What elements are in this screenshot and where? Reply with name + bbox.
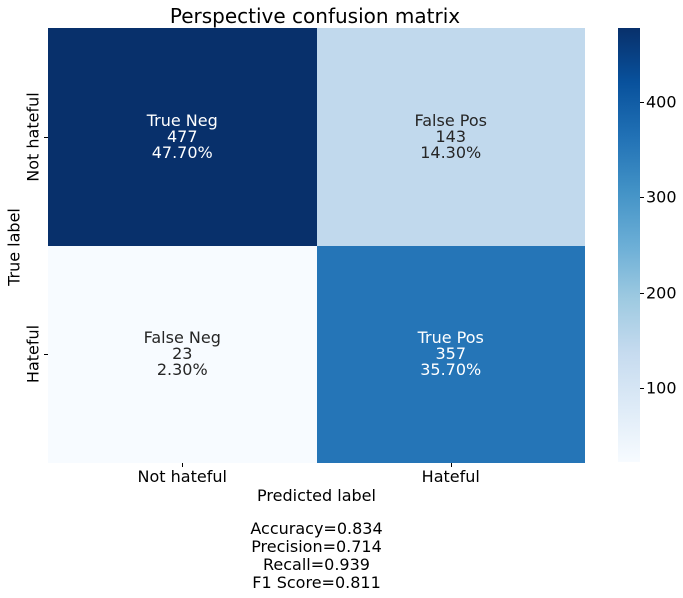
x-tick-mark [182, 463, 184, 467]
metric-f1: F1 Score=0.811 [252, 573, 381, 592]
colorbar [618, 28, 640, 462]
cell-count: 143 [435, 126, 467, 146]
cell-label: False Pos [414, 110, 487, 130]
colorbar-tick-mark [640, 292, 644, 294]
x-tick-label: Hateful [421, 467, 480, 486]
colorbar-tick-label: 300 [646, 187, 677, 207]
x-axis-label: Predicted label [257, 486, 376, 505]
y-tick-mark [44, 354, 48, 356]
metric-precision: Precision=0.714 [251, 537, 382, 556]
x-tick-mark [450, 463, 452, 467]
metrics-block: Accuracy=0.834 Precision=0.714 Recall=0.… [48, 520, 585, 592]
cell-count: 357 [435, 344, 467, 364]
x-tick-label: Not hateful [137, 467, 227, 486]
heatmap-cell: False Pos 143 14.30% [316, 28, 585, 246]
cell-percent: 35.70% [420, 360, 482, 380]
y-tick-mark [44, 136, 48, 138]
colorbar-tick-mark [640, 101, 644, 103]
cell-percent: 14.30% [420, 142, 482, 162]
heatmap-cell: True Pos 357 35.70% [316, 245, 585, 463]
heatmap-cell: True Neg 477 47.70% [48, 28, 317, 246]
chart-title: Perspective confusion matrix [169, 4, 461, 28]
cell-percent: 47.70% [151, 142, 213, 162]
cell-label: False Neg [143, 328, 221, 348]
cell-label: True Pos [417, 328, 484, 348]
colorbar-tick-mark [640, 388, 644, 390]
heatmap-cell: False Neg 23 2.30% [48, 245, 317, 463]
cell-count: 23 [172, 344, 193, 364]
colorbar-tick-mark [640, 197, 644, 199]
colorbar-tick-label: 200 [646, 283, 677, 303]
y-tick-label-text: Hateful [23, 325, 43, 384]
cell-label: True Neg [146, 110, 218, 130]
metric-recall: Recall=0.939 [263, 555, 370, 574]
colorbar-tick-label: 100 [646, 378, 677, 398]
colorbar-tick-label: 400 [646, 92, 677, 112]
cell-percent: 2.30% [156, 360, 208, 380]
cell-count: 477 [166, 126, 198, 146]
y-axis-label-text: True label [4, 208, 24, 286]
metric-accuracy: Accuracy=0.834 [250, 519, 383, 538]
y-tick-label-text: Not hateful [23, 92, 43, 182]
